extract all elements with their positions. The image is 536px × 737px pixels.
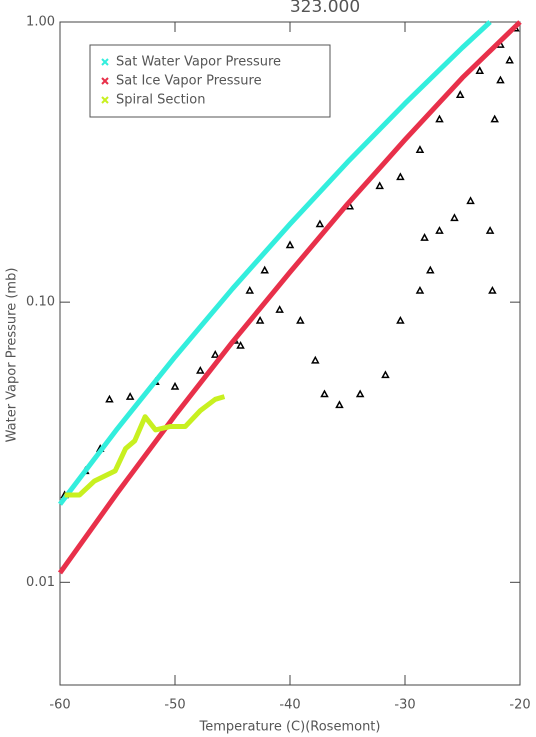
legend-box [89,44,331,118]
data-point [475,66,485,74]
data-point [170,381,180,390]
data-point [196,365,205,374]
data-point [485,226,495,234]
y-tick-label: 1.00 [26,15,55,30]
x-tick-label: -20 [509,698,530,713]
data-point [396,315,405,324]
x-tick-label: -50 [164,698,185,713]
data-line [64,394,226,498]
data-point [275,305,284,313]
data-line [57,20,522,575]
data-point [375,181,384,190]
data-point [381,370,390,379]
data-point [125,392,135,400]
data-point [450,213,459,222]
data-point [455,90,465,98]
x-axis-label: Temperature (C)(Rosemont) [199,720,381,735]
legend-label: Sat Water Vapor Pressure [116,55,281,70]
data-point [245,285,255,294]
data-point [496,75,505,84]
data-point [315,219,325,228]
data-point [505,55,514,64]
x-tick-label: -40 [279,698,300,713]
data-point [210,350,220,358]
y-axis-label: Water Vapor Pressure (mb) [5,268,20,443]
data-point [285,240,295,249]
legend-marker [101,96,109,104]
legend-label: Spiral Section [116,93,205,108]
x-tick-label: -30 [394,698,415,713]
legend-label: Sat Ice Vapor Pressure [116,74,262,89]
data-point [105,394,114,403]
data-point [296,315,305,324]
data-point [435,114,444,123]
plot-frame [59,21,521,686]
data-point [466,196,475,205]
data-point [236,340,245,349]
data-point [320,389,329,398]
data-point [488,285,497,294]
data-point [490,114,499,123]
legend-marker [101,77,109,85]
data-point [396,172,405,181]
y-tick-label: 0.01 [26,575,55,590]
data-point [355,389,365,398]
data-point [415,145,425,153]
data-point [311,355,320,364]
legend-marker [101,58,109,66]
y-tick-label: 0.10 [26,295,55,310]
data-point [420,233,429,241]
data-point [260,265,269,274]
data-point [426,265,435,274]
data-point [415,285,425,294]
x-tick-label: -60 [49,698,70,713]
data-point [255,315,265,324]
data-line [58,20,492,506]
chart-title: 323.000 [290,0,360,17]
data-point [335,400,344,409]
data-point [435,226,444,234]
